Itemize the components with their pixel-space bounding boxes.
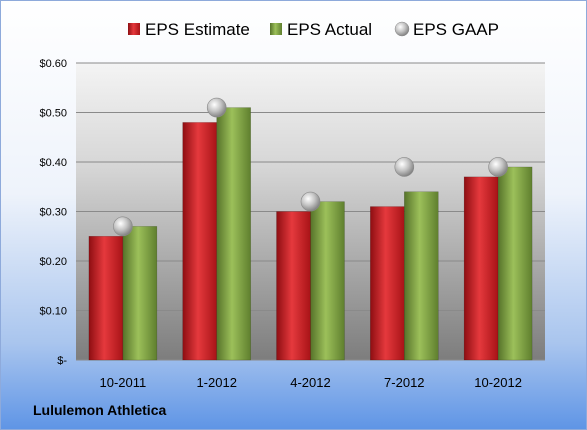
eps-estimate-bar xyxy=(182,122,217,361)
eps-actual-bar xyxy=(497,166,533,361)
eps-actual-bar xyxy=(310,201,345,361)
eps-estimate-bar xyxy=(370,206,405,361)
legend-eps-actual: EPS Actual xyxy=(270,20,372,39)
eps-actual-bar xyxy=(122,226,158,361)
eps-actual-bar xyxy=(404,191,439,361)
y-tick-label: $0.20 xyxy=(39,256,67,268)
x-tick-label: 4-2012 xyxy=(290,375,330,390)
y-tick-label: $0.40 xyxy=(39,157,67,169)
legend-label: EPS GAAP xyxy=(413,20,499,39)
eps-gaap-marker xyxy=(206,97,227,118)
legend-eps-estimate: EPS Estimate xyxy=(128,20,250,39)
gaap-markers xyxy=(113,97,508,237)
legend-label: EPS Estimate xyxy=(145,20,250,39)
eps-gaap-marker xyxy=(488,157,508,177)
x-tick-label: 1-2012 xyxy=(196,375,236,390)
x-tick-label: 7-2012 xyxy=(384,375,424,390)
eps-gaap-marker xyxy=(113,216,133,237)
eps-estimate-bar xyxy=(463,176,499,361)
y-tick-label: $0.60 xyxy=(39,58,67,70)
y-tick-label: $- xyxy=(57,355,67,367)
legend-swatch xyxy=(270,23,282,35)
legend: EPS Estimate EPS Actual EPS GAAP xyxy=(128,20,499,39)
y-tick-label: $0.50 xyxy=(39,108,67,120)
x-axis-tick-labels: 10-2011 1-2012 4-2012 7-2012 10-2012 xyxy=(100,375,522,390)
x-tick-label: 10-2012 xyxy=(474,375,522,390)
legend-swatch xyxy=(394,21,410,37)
eps-gaap-marker xyxy=(394,157,415,177)
eps-actual-bar xyxy=(216,107,251,361)
eps-gaap-marker xyxy=(300,191,321,212)
legend-swatch xyxy=(128,23,140,35)
eps-estimate-bar xyxy=(276,211,311,361)
company-label: Lululemon Athletica xyxy=(33,402,167,418)
x-tick-label: 10-2011 xyxy=(100,375,147,390)
eps-estimate-bar xyxy=(88,236,124,361)
y-tick-label: $0.30 xyxy=(39,207,67,219)
bars xyxy=(88,107,533,361)
legend-label: EPS Actual xyxy=(287,20,372,39)
legend-eps-gaap: EPS GAAP xyxy=(394,20,499,39)
y-axis-tick-labels: $- $0.10 $0.20 $0.30 $0.40 $0.50 $0.60 xyxy=(39,58,67,367)
y-tick-label: $0.10 xyxy=(39,306,67,318)
